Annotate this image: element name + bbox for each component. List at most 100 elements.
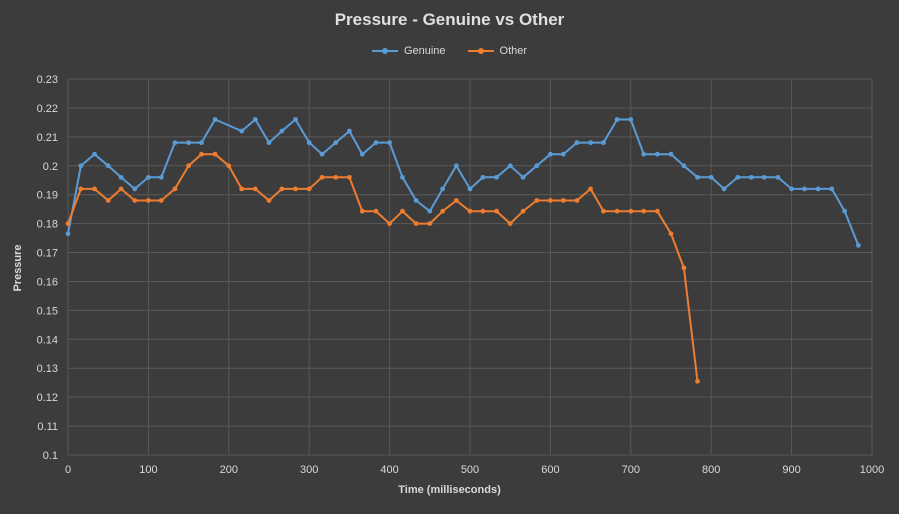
- data-point-other: [266, 198, 272, 203]
- data-point-other: [387, 221, 392, 227]
- data-point-other: [293, 186, 298, 192]
- legend-item-other: Other: [467, 45, 528, 57]
- data-point-genuine: [708, 174, 714, 180]
- data-point-genuine: [199, 140, 204, 146]
- data-point-genuine: [641, 151, 647, 157]
- data-point-genuine: [347, 128, 352, 134]
- data-point-genuine: [279, 128, 285, 134]
- data-point-genuine: [453, 163, 459, 169]
- data-point-genuine: [534, 163, 540, 169]
- data-point-other: [614, 208, 620, 214]
- chart-legend: Genuine Other: [0, 45, 899, 57]
- x-tick-label: 900: [782, 464, 800, 476]
- data-point-other: [333, 174, 339, 180]
- data-point-other: [146, 198, 151, 203]
- data-point-genuine: [440, 186, 446, 192]
- data-point-other: [507, 221, 513, 227]
- data-point-other: [226, 163, 232, 169]
- data-point-other: [560, 198, 566, 203]
- data-point-genuine: [333, 140, 339, 146]
- x-tick-label: 1000: [860, 464, 884, 476]
- data-point-genuine: [467, 186, 473, 192]
- data-point-genuine: [266, 140, 272, 146]
- data-point-genuine: [775, 174, 781, 180]
- x-tick-label: 200: [220, 464, 238, 476]
- data-point-genuine: [306, 140, 312, 146]
- data-point-genuine: [146, 174, 151, 180]
- data-point-other: [65, 221, 71, 227]
- data-point-genuine: [65, 231, 71, 237]
- data-point-genuine: [628, 117, 634, 122]
- data-point-other: [132, 198, 138, 203]
- data-point-other: [453, 198, 459, 203]
- data-point-other: [199, 151, 204, 157]
- data-point-genuine: [588, 140, 593, 146]
- data-point-genuine: [695, 174, 700, 180]
- y-tick-label: 0.14: [37, 334, 58, 346]
- data-point-other: [628, 208, 634, 214]
- data-point-other: [494, 208, 499, 214]
- data-point-other: [239, 186, 245, 192]
- legend-item-genuine: Genuine: [371, 45, 446, 57]
- data-point-genuine: [721, 186, 727, 192]
- data-point-other: [118, 186, 124, 192]
- data-point-genuine: [400, 174, 405, 180]
- data-point-genuine: [186, 140, 192, 146]
- data-point-genuine: [78, 163, 84, 169]
- data-point-genuine: [252, 117, 258, 122]
- data-point-other: [78, 186, 84, 192]
- data-point-other: [641, 208, 647, 214]
- data-point-genuine: [427, 208, 433, 214]
- data-point-other: [105, 198, 111, 203]
- series-line-genuine: [67, 118, 860, 246]
- data-point-genuine: [681, 163, 687, 169]
- data-point-genuine: [761, 174, 767, 180]
- x-tick-label: 0: [65, 464, 71, 476]
- data-point-other: [347, 174, 352, 180]
- data-point-genuine: [749, 174, 754, 180]
- data-point-other: [681, 265, 687, 271]
- y-tick-label: 0.12: [37, 392, 58, 404]
- data-point-genuine: [789, 186, 794, 192]
- y-tick-label: 0.1: [43, 450, 58, 462]
- y-tick-label: 0.18: [37, 219, 58, 231]
- data-point-genuine: [548, 151, 553, 157]
- data-point-genuine: [172, 140, 178, 146]
- y-tick-label: 0.2: [43, 161, 58, 173]
- data-point-genuine: [601, 140, 606, 146]
- data-point-genuine: [212, 117, 218, 122]
- x-tick-label: 100: [139, 464, 157, 476]
- series-line-other: [67, 153, 699, 382]
- data-point-genuine: [520, 174, 526, 180]
- x-tick-label: 800: [702, 464, 720, 476]
- y-tick-label: 0.11: [37, 421, 58, 433]
- data-point-genuine: [118, 174, 124, 180]
- data-point-other: [534, 198, 540, 203]
- data-point-genuine: [319, 151, 325, 157]
- data-point-other: [359, 208, 365, 214]
- x-axis-label: Time (milliseconds): [398, 484, 501, 496]
- data-point-genuine: [387, 140, 392, 146]
- data-point-genuine: [654, 151, 660, 157]
- legend-label-other: Other: [499, 45, 528, 57]
- x-tick-label: 400: [380, 464, 398, 476]
- data-point-genuine: [855, 242, 861, 248]
- data-point-other: [158, 198, 164, 203]
- y-tick-label: 0.16: [37, 276, 58, 288]
- data-point-other: [601, 208, 606, 214]
- y-tick-label: 0.17: [37, 248, 58, 260]
- data-point-other: [400, 208, 405, 214]
- data-point-other: [548, 198, 553, 203]
- data-point-other: [654, 208, 660, 214]
- data-point-genuine: [92, 151, 97, 157]
- data-point-genuine: [735, 174, 741, 180]
- legend-swatch-genuine: [371, 46, 398, 56]
- data-point-other: [520, 208, 526, 214]
- data-point-other: [373, 208, 379, 214]
- data-point-genuine: [829, 186, 835, 192]
- data-point-other: [574, 198, 580, 203]
- data-point-genuine: [842, 208, 848, 214]
- data-point-genuine: [574, 140, 580, 146]
- data-point-genuine: [359, 151, 365, 157]
